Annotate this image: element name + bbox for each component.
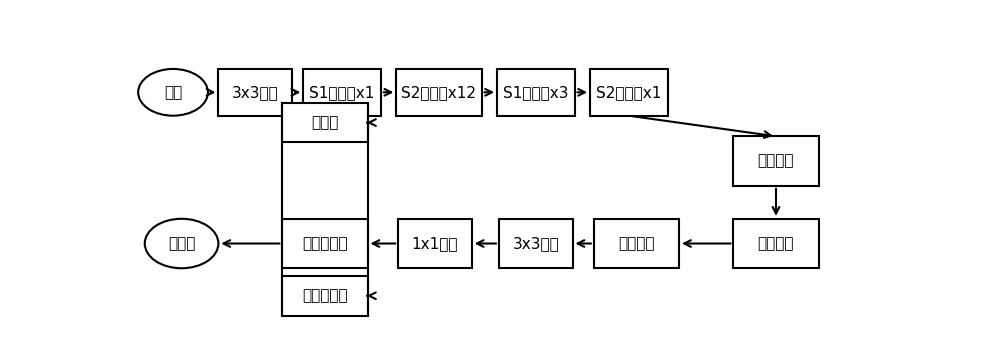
Bar [594,219,679,268]
Bar [497,69,575,116]
Bar [303,69,381,116]
Text: S2瓶颈层x1: S2瓶颈层x1 [596,85,661,100]
Text: 反卷积层: 反卷积层 [758,236,794,251]
Bar [396,69,482,116]
Text: S2瓶颈层x12: S2瓶颈层x12 [401,85,476,100]
Text: 边界框尺寸: 边界框尺寸 [302,236,348,251]
Bar [733,219,819,268]
Ellipse shape [138,69,208,116]
Bar [398,219,472,268]
Bar [499,219,573,268]
Bar [282,102,368,142]
Text: 中心偏移量: 中心偏移量 [302,288,348,303]
Text: 1x1卷积: 1x1卷积 [412,236,458,251]
Bar [282,276,368,316]
Text: 3x3卷积: 3x3卷积 [512,236,559,251]
Text: 反卷积层: 反卷积层 [618,236,655,251]
Bar [590,69,668,116]
Bar [218,69,292,116]
Text: S1瓶颈层x3: S1瓶颈层x3 [503,85,568,100]
Text: 图像: 图像 [164,85,182,100]
Bar [733,136,819,186]
Text: 反卷积层: 反卷积层 [758,154,794,169]
Text: 3x3卷积: 3x3卷积 [232,85,279,100]
Text: 热力图: 热力图 [311,115,339,130]
Text: 中心点: 中心点 [168,236,195,251]
Ellipse shape [145,219,218,268]
Text: S1瓶颈层x1: S1瓶颈层x1 [309,85,375,100]
Bar [282,219,368,268]
